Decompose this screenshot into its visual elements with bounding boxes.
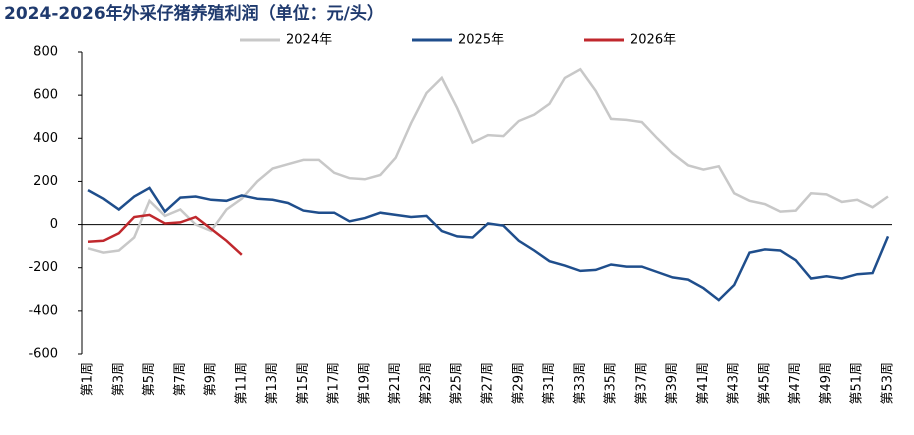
y-tick-label: 200 xyxy=(33,174,58,189)
x-tick-label: 第11周 xyxy=(234,362,249,405)
legend-label: 2025年 xyxy=(458,33,504,48)
x-tick-label: 第27周 xyxy=(481,362,496,405)
series-line xyxy=(87,67,889,254)
x-tick-label: 第45周 xyxy=(757,362,772,405)
x-tick-label: 第13周 xyxy=(265,362,280,405)
y-tick-label: -400 xyxy=(28,303,58,318)
y-tick-label: 800 xyxy=(33,45,58,60)
x-tick-label: 第31周 xyxy=(542,362,557,405)
x-tick-label: 第25周 xyxy=(450,362,465,405)
x-tick-label: 第5周 xyxy=(142,362,157,396)
y-tick-label: 0 xyxy=(50,217,58,232)
legend-label: 2024年 xyxy=(286,33,332,48)
y-tick-label: 400 xyxy=(33,131,58,146)
x-tick-label: 第19周 xyxy=(357,362,372,405)
chart-title: 2024-2026年外采仔猪养殖利润（单位：元/头） xyxy=(4,3,384,24)
x-tick-label: 第51周 xyxy=(850,362,865,405)
x-tick-label: 第43周 xyxy=(727,362,742,405)
x-tick-label: 第39周 xyxy=(665,362,680,405)
x-tick-label: 第29周 xyxy=(511,362,526,405)
x-tick-label: 第41周 xyxy=(696,362,711,405)
x-tick-label: 第53周 xyxy=(881,362,896,405)
y-tick-label: 600 xyxy=(33,88,58,103)
x-tick-label: 第47周 xyxy=(788,362,803,405)
x-tick-label: 第21周 xyxy=(388,362,403,405)
x-tick-label: 第35周 xyxy=(604,362,619,405)
y-tick-label: -600 xyxy=(28,347,58,362)
x-tick-label: 第33周 xyxy=(573,362,588,405)
x-tick-label: 第7周 xyxy=(173,362,188,396)
x-tick-label: 第9周 xyxy=(204,362,219,396)
series-line xyxy=(87,186,890,302)
x-tick-label: 第23周 xyxy=(419,362,434,405)
x-tick-label: 第3周 xyxy=(111,362,126,396)
y-tick-label: -200 xyxy=(28,260,58,275)
series-line xyxy=(87,213,243,256)
x-tick-label: 第17周 xyxy=(327,362,342,405)
x-tick-label: 第15周 xyxy=(296,362,311,405)
x-tick-label: 第1周 xyxy=(81,362,96,396)
x-tick-label: 第37周 xyxy=(634,362,649,405)
legend-label: 2026年 xyxy=(630,33,676,48)
x-tick-label: 第49周 xyxy=(819,362,834,405)
